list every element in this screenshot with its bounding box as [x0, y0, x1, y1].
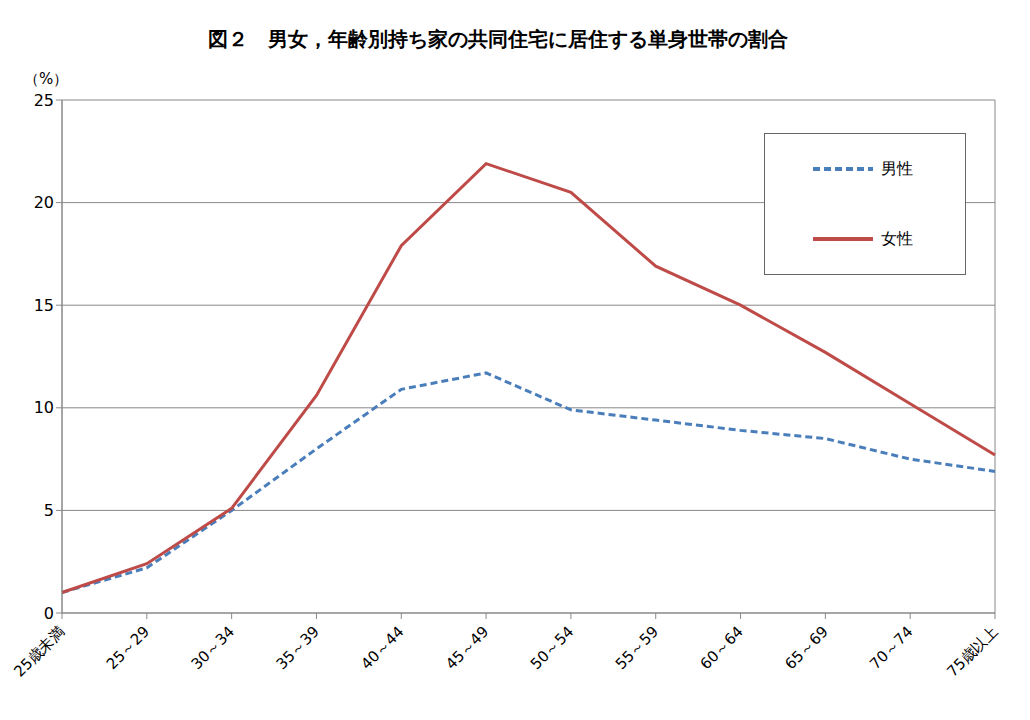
svg-text:35～39: 35～39	[272, 623, 322, 673]
svg-text:55～59: 55～59	[612, 623, 662, 673]
html-text:女性: 女性	[881, 228, 913, 248]
svg-text:70～74: 70～74	[866, 623, 916, 673]
svg-text:0: 0	[44, 604, 54, 623]
svg-text:75歳以上: 75歳以上	[943, 623, 1001, 681]
svg-text:5: 5	[44, 501, 54, 520]
svg-text:20: 20	[34, 193, 54, 212]
svg-text:25: 25	[34, 91, 54, 110]
svg-text:65～69: 65～69	[781, 623, 831, 673]
html-text:男性: 男性	[881, 158, 913, 178]
svg-text:60～64: 60～64	[697, 623, 747, 673]
svg-text:30～34: 30～34	[188, 623, 238, 673]
svg-text:40～44: 40～44	[357, 623, 407, 673]
svg-text:15: 15	[34, 296, 54, 315]
svg-text:50～54: 50～54	[527, 623, 577, 673]
svg-text:25歳未満: 25歳未満	[10, 623, 68, 681]
svg-text:45～49: 45～49	[442, 623, 492, 673]
html-text:図２ 男女，年齢別持ち家の共同住宅に居住する単身世帯の割合: 図２ 男女，年齢別持ち家の共同住宅に居住する単身世帯の割合	[208, 27, 788, 51]
svg-text:10: 10	[34, 398, 54, 417]
svg-text:25～29: 25～29	[103, 623, 153, 673]
